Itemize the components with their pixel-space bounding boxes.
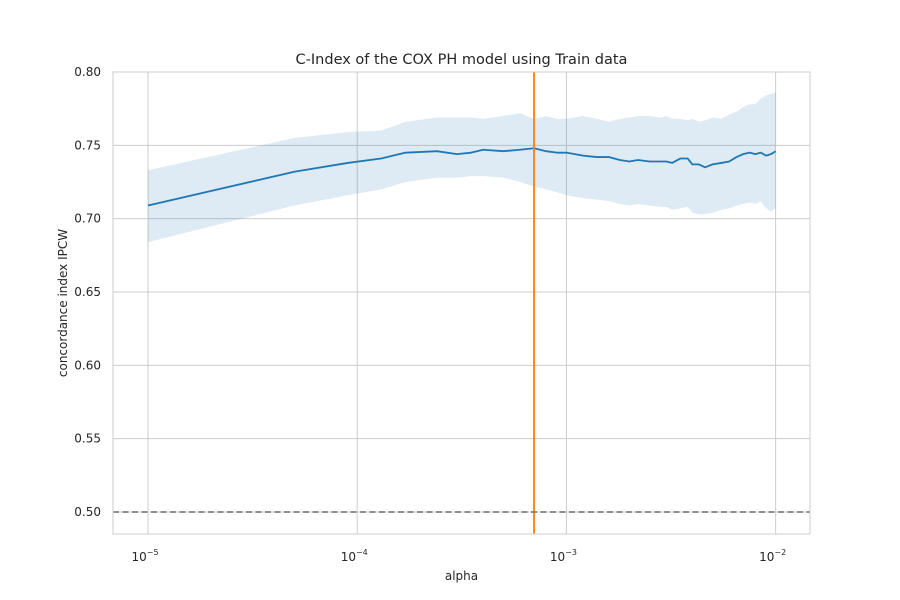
x-tick-labels: 10−5 10−4 10−3 10−2	[131, 548, 786, 564]
y-tick-label: 0.75	[74, 138, 101, 152]
x-tick-exponent: −4	[356, 548, 368, 557]
x-tick-label: 10−2	[759, 548, 786, 564]
x-tick-label: 10−5	[131, 548, 158, 564]
chart-title: C-Index of the COX PH model using Train …	[296, 52, 628, 68]
y-tick-label: 0.50	[74, 505, 101, 519]
y-tick-label: 0.65	[74, 285, 101, 299]
x-tick-base: 10	[550, 550, 565, 564]
x-tick-exponent: −3	[565, 548, 577, 557]
series-line-layer	[147, 147, 777, 207]
reference-lines	[113, 72, 810, 534]
y-tick-label: 0.60	[74, 358, 101, 372]
x-tick-label: 10−4	[341, 548, 368, 564]
x-tick-base: 10	[759, 550, 774, 564]
x-tick-exponent: −2	[774, 548, 786, 557]
x-axis-label: alpha	[445, 569, 478, 583]
x-tick-base: 10	[341, 550, 356, 564]
x-tick-label: 10−3	[550, 548, 577, 564]
confidence-band	[148, 92, 776, 243]
y-tick-label: 0.70	[74, 212, 101, 226]
y-tick-labels: 0.50 0.55 0.60 0.65 0.70 0.75 0.80	[74, 65, 101, 519]
y-tick-label: 0.80	[74, 65, 101, 79]
x-tick-base: 10	[131, 550, 146, 564]
y-tick-label: 0.55	[74, 432, 101, 446]
confidence-band-layer	[148, 92, 776, 243]
plot-area-frame	[112, 71, 811, 535]
y-axis-label: concordance index IPCW	[56, 229, 70, 377]
series-line	[147, 147, 777, 207]
x-tick-exponent: −5	[147, 548, 159, 557]
